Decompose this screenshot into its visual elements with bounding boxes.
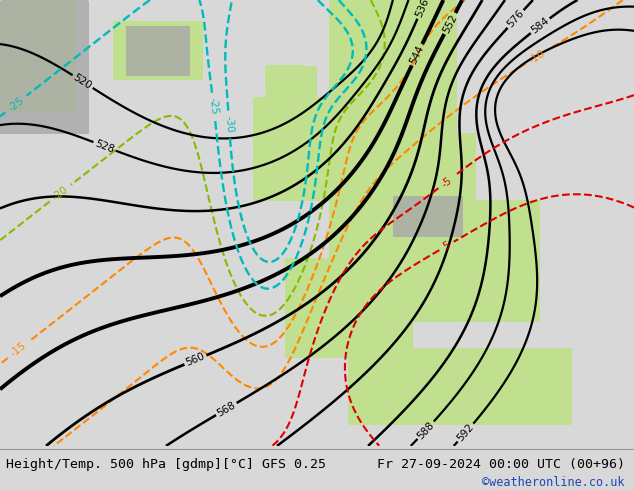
Text: 536: 536 xyxy=(413,0,430,19)
Text: ©weatheronline.co.uk: ©weatheronline.co.uk xyxy=(482,476,624,489)
Text: -5: -5 xyxy=(439,175,454,189)
Text: -25: -25 xyxy=(208,97,219,115)
Text: 560: 560 xyxy=(184,351,207,368)
Text: Height/Temp. 500 hPa [gdmp][°C] GFS 0.25: Height/Temp. 500 hPa [gdmp][°C] GFS 0.25 xyxy=(6,458,327,471)
Text: -25: -25 xyxy=(6,95,25,113)
Text: -20: -20 xyxy=(51,184,70,202)
Text: 528: 528 xyxy=(93,138,115,155)
Text: 576: 576 xyxy=(505,8,526,30)
Text: 5: 5 xyxy=(441,240,452,252)
Text: -10: -10 xyxy=(527,48,547,65)
Text: 568: 568 xyxy=(216,400,238,418)
Text: 552: 552 xyxy=(441,12,459,35)
Text: -30: -30 xyxy=(224,115,235,133)
Text: Fr 27-09-2024 00:00 UTC (00+96): Fr 27-09-2024 00:00 UTC (00+96) xyxy=(377,458,625,471)
Text: 592: 592 xyxy=(455,422,476,443)
Text: -15: -15 xyxy=(9,341,28,359)
Text: 544: 544 xyxy=(408,44,426,66)
Text: 520: 520 xyxy=(72,72,94,91)
Text: 588: 588 xyxy=(415,419,436,441)
Text: 584: 584 xyxy=(529,16,551,36)
